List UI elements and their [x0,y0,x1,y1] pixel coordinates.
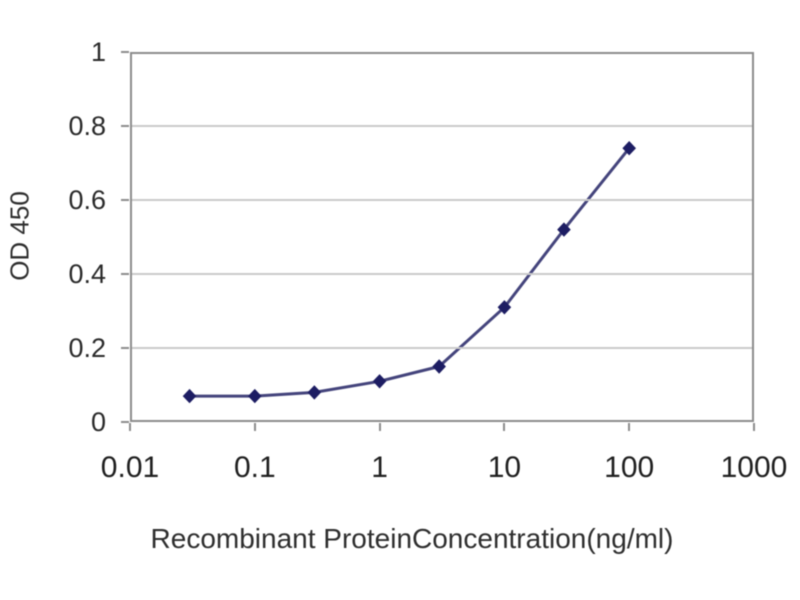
plot-area [130,52,754,422]
x-axis-tick [753,423,755,431]
y-axis-tick [121,273,129,275]
data-point-marker [307,385,322,400]
data-point-marker [248,388,262,404]
x-axis-tick [628,423,631,431]
x-axis-tick [378,423,381,431]
series-line [189,147,631,398]
y-tick-label: 0.2 [68,333,106,363]
data-point-marker [372,374,387,389]
x-tick-label: 10 [487,451,522,484]
horizontal-gridline [132,125,752,127]
horizontal-gridline [132,199,752,201]
y-axis-tick [121,51,129,53]
data-point-marker [622,141,636,156]
y-axis-tick [121,421,129,423]
x-tick-label: 1 [371,451,388,484]
x-axis-tick [129,423,131,431]
horizontal-gridline [132,273,752,275]
data-point-marker [557,222,571,237]
y-axis-tick [121,347,129,349]
x-tick-label: 100 [604,451,655,484]
x-tick-label: 1000 [720,451,788,484]
x-axis-title: Recombinant ProteinConcentration(ng/ml) [150,523,674,554]
y-tick-label: 0.8 [68,111,106,141]
x-tick-label: 0.1 [233,451,276,484]
horizontal-gridline [132,347,752,349]
y-axis-tick [121,125,129,127]
x-tick-label: 0.01 [100,451,160,484]
y-tick-label: 1 [90,37,106,67]
x-axis-tick [253,423,256,431]
x-axis-tick [503,423,506,431]
data-point-marker [497,300,512,315]
y-tick-label: 0.6 [68,185,106,215]
data-point-marker [432,359,446,374]
data-point-marker [182,388,197,404]
y-tick-label: 0.4 [68,259,106,289]
y-axis-tick [121,199,129,201]
y-tick-label: 0 [90,407,106,437]
